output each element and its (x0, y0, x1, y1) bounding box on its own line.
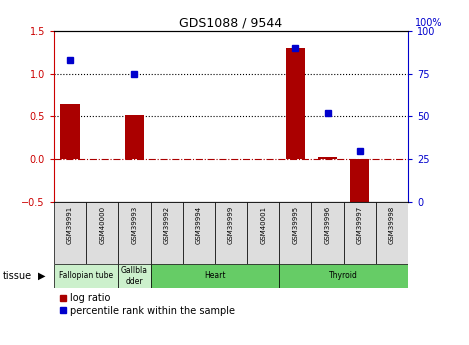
Text: Fallopian tube: Fallopian tube (59, 272, 113, 280)
Bar (286, 48, 305, 159)
Bar (318, 157, 337, 159)
Bar (61, 104, 80, 159)
Bar (118, 202, 151, 264)
Bar (125, 115, 144, 159)
Text: GSM40001: GSM40001 (260, 206, 266, 244)
Text: GSM39999: GSM39999 (228, 206, 234, 244)
Text: tissue: tissue (2, 271, 31, 281)
Bar (279, 202, 311, 264)
Text: GSM39992: GSM39992 (164, 206, 170, 244)
Bar (54, 264, 118, 288)
Bar (151, 264, 279, 288)
Text: GSM39996: GSM39996 (325, 206, 331, 244)
Bar (151, 202, 183, 264)
Text: GSM39991: GSM39991 (67, 206, 73, 244)
Bar (215, 202, 247, 264)
Bar (86, 202, 118, 264)
Text: GSM39994: GSM39994 (196, 206, 202, 244)
Text: GSM40000: GSM40000 (99, 206, 105, 244)
Bar (118, 264, 151, 288)
Text: Thyroid: Thyroid (329, 272, 358, 280)
Text: GSM39997: GSM39997 (357, 206, 363, 244)
Bar (350, 159, 370, 204)
Text: Heart: Heart (204, 272, 226, 280)
Text: GSM39998: GSM39998 (389, 206, 395, 244)
Text: GSM39993: GSM39993 (131, 206, 137, 244)
Text: 100%: 100% (415, 18, 442, 28)
Bar (54, 202, 86, 264)
Text: ▶: ▶ (38, 271, 45, 281)
Text: GSM39995: GSM39995 (292, 206, 298, 244)
Text: Gallbla
dder: Gallbla dder (121, 266, 148, 286)
Legend: log ratio, percentile rank within the sample: log ratio, percentile rank within the sa… (59, 293, 235, 316)
Bar (344, 202, 376, 264)
Title: GDS1088 / 9544: GDS1088 / 9544 (180, 17, 282, 30)
Bar (376, 202, 408, 264)
Bar (279, 264, 408, 288)
Bar (247, 202, 279, 264)
Bar (311, 202, 344, 264)
Bar (183, 202, 215, 264)
